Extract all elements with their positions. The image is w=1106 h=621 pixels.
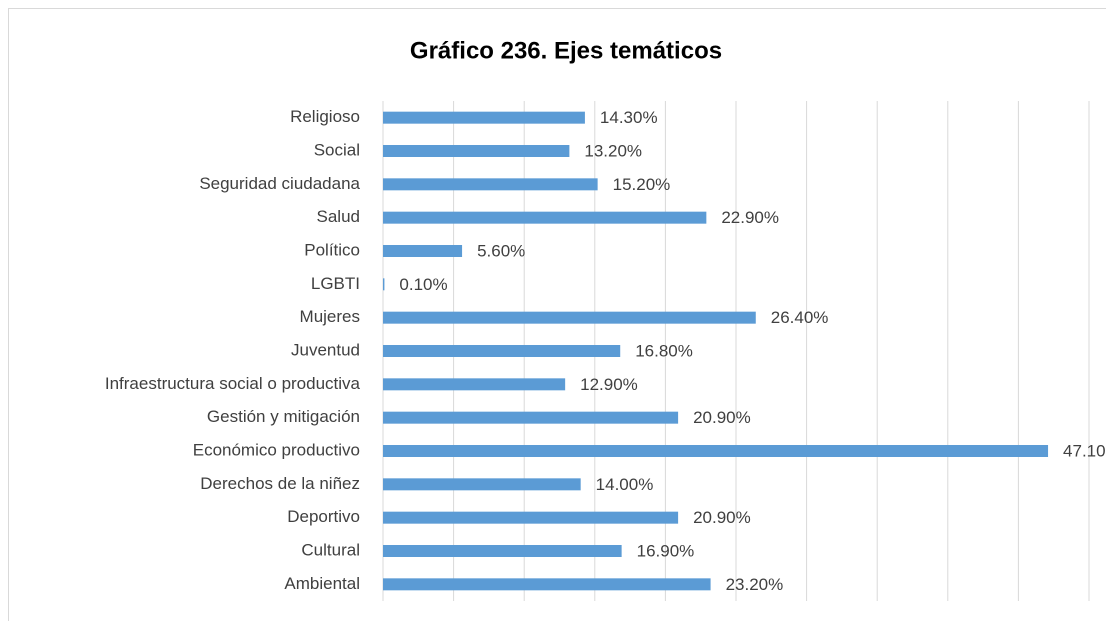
bar	[383, 111, 585, 124]
data-label: 12.90%	[580, 375, 638, 394]
data-label: 15.20%	[613, 175, 671, 194]
y-tick-label: Salud	[317, 207, 360, 226]
y-tick-label: Deportivo	[287, 507, 360, 526]
bar	[383, 178, 598, 191]
bar	[383, 245, 463, 257]
y-tick-label: Juventud	[291, 340, 360, 359]
y-tick-label: Mujeres	[300, 307, 360, 326]
y-tick-label: Infraestructura social o productiva	[105, 374, 361, 393]
data-label: 14.30%	[600, 108, 658, 127]
y-tick-label: Cultural	[301, 540, 360, 559]
bar	[383, 411, 679, 424]
y-tick-label: Gestión y mitigación	[207, 407, 360, 426]
data-label: 47.10%	[1063, 441, 1106, 460]
y-tick-label: Social	[314, 140, 360, 159]
bar	[383, 311, 756, 324]
chart-border	[8, 8, 1106, 621]
y-tick-label: Económico productivo	[193, 440, 360, 459]
bar	[383, 545, 622, 557]
data-label: 20.90%	[693, 508, 751, 527]
chart-title: Gráfico 236. Ejes temáticos	[410, 37, 722, 64]
bar	[383, 378, 566, 391]
data-label: 20.90%	[693, 408, 751, 427]
data-label: 16.90%	[637, 541, 695, 560]
bar	[383, 578, 711, 591]
bar	[383, 211, 707, 224]
y-tick-label: Derechos de la niñez	[200, 474, 360, 493]
data-label: 13.20%	[584, 141, 642, 160]
bar	[383, 445, 1049, 457]
bar	[383, 278, 385, 291]
y-tick-label: Seguridad ciudadana	[199, 174, 360, 193]
y-tick-label: Religioso	[290, 107, 360, 126]
y-tick-label: LGBTI	[311, 274, 360, 293]
bar	[383, 478, 581, 491]
data-label: 22.90%	[721, 208, 779, 227]
data-label: 16.80%	[635, 341, 693, 360]
data-label: 26.40%	[771, 308, 829, 327]
y-tick-label: Político	[304, 240, 360, 259]
data-label: 14.00%	[596, 475, 654, 494]
data-label: 23.20%	[726, 575, 784, 594]
data-label: 5.60%	[477, 241, 525, 260]
bar	[383, 145, 570, 157]
y-tick-label: Ambiental	[284, 574, 360, 593]
bar	[383, 511, 679, 524]
bar	[383, 345, 621, 357]
data-label: 0.10%	[399, 275, 447, 294]
